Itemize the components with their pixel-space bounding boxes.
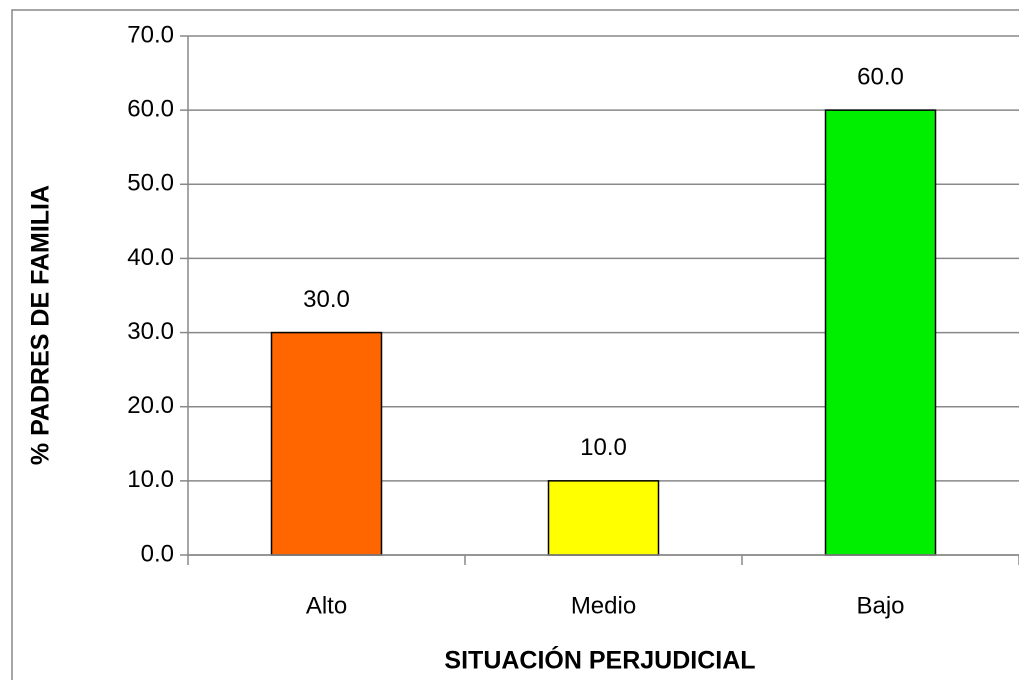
y-tick-label: 0.0 <box>141 540 174 567</box>
value-label: 60.0 <box>857 63 904 90</box>
y-tick-label: 40.0 <box>127 244 174 271</box>
x-tick-label: Medio <box>571 592 636 619</box>
bar <box>824 109 937 556</box>
y-tick-label: 60.0 <box>127 95 174 122</box>
value-label: 30.0 <box>303 286 350 313</box>
chart-frame <box>11 9 1019 680</box>
x-tick-label: Alto <box>306 592 347 619</box>
y-tick-label: 20.0 <box>127 392 174 419</box>
x-tick-label: Bajo <box>856 592 904 619</box>
bar <box>547 480 660 556</box>
y-tick-label: 50.0 <box>127 170 174 197</box>
y-axis-title: % PADRES DE FAMILIA <box>27 185 55 465</box>
y-tick-label: 70.0 <box>127 21 174 48</box>
bar <box>270 331 383 556</box>
y-tick-label: 30.0 <box>127 318 174 345</box>
value-label: 10.0 <box>580 434 627 461</box>
y-tick-label: 10.0 <box>127 466 174 493</box>
x-axis-title: SITUACIÓN PERJUDICIAL <box>444 645 755 675</box>
